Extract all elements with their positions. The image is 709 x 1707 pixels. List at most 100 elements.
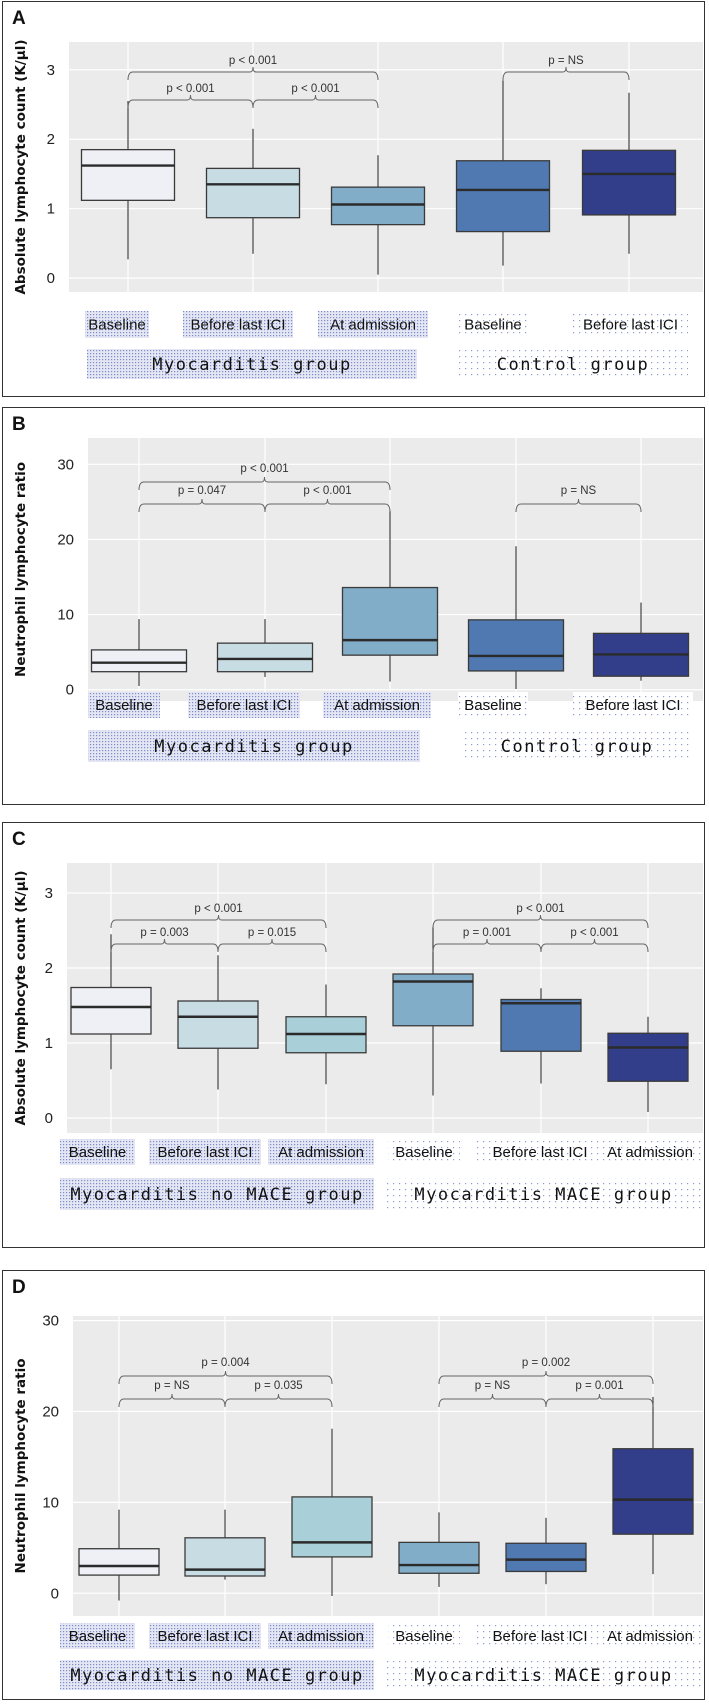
significance-bracket — [138, 498, 266, 513]
box-iqr — [291, 1496, 373, 1558]
significance-bracket — [110, 914, 327, 929]
box-iqr — [90, 649, 188, 673]
boxplot-c: 0 1 2 3 Absolute lymphocyte count (K/µl) p < … — [13, 863, 703, 1210]
significance-bracket — [540, 938, 649, 953]
p-value-label: p < 0.001 — [303, 485, 351, 497]
y-axis-label: Absolute lymphocyte count (K/µl) — [13, 870, 29, 1125]
p-value-label: p < 0.001 — [194, 903, 242, 915]
category-label: Baseline — [464, 697, 522, 714]
category-label-background — [573, 311, 688, 338]
y-axis-label: Absolute lymphocyte count (K/µl) — [13, 39, 29, 294]
significance-bracket — [438, 1370, 654, 1385]
category-label: Baseline — [88, 317, 146, 334]
y-tick-label: 2 — [45, 960, 53, 977]
category-label: At admission — [278, 1628, 364, 1645]
y-tick-label: 30 — [57, 456, 74, 473]
group-label: Control group — [497, 355, 650, 375]
panel-letter: B — [12, 414, 26, 435]
group-label-background — [458, 349, 688, 379]
y-axis-label: Neutrophil lymphocyte ratio — [13, 462, 29, 677]
group-label: Myocarditis MACE group — [414, 1185, 672, 1205]
y-tick-label: 2 — [47, 131, 55, 148]
panel-d: D 0 10 20 30 Neutrophil lymphocyte ratio p = … — [2, 1270, 705, 1700]
y-tick-label: 3 — [47, 62, 55, 79]
y-tick-label: 10 — [57, 607, 74, 624]
category-label-background — [476, 1623, 604, 1649]
category-label-background — [188, 692, 300, 718]
y-tick-label: 0 — [47, 270, 55, 287]
significance-bracket — [515, 498, 642, 513]
box-iqr — [216, 642, 314, 673]
significance-bracket — [432, 938, 542, 953]
category-label: Before last ICI — [492, 1144, 587, 1161]
y-tick-label: 0 — [66, 682, 74, 699]
group-label: Myocarditis no MACE group — [70, 1185, 363, 1205]
p-value-label: p = 0.001 — [575, 1380, 623, 1392]
group-label: Myocarditis no MACE group — [70, 1666, 363, 1686]
y-tick-label: 0 — [51, 1585, 59, 1602]
group-label-background — [386, 1178, 701, 1210]
p-value-label: p = 0.001 — [463, 927, 511, 939]
p-value-label: p < 0.001 — [516, 903, 564, 915]
category-label-background — [268, 1623, 374, 1649]
category-label-background — [60, 1139, 135, 1165]
y-tick-label: 3 — [45, 885, 53, 902]
category-label: Before last ICI — [190, 317, 285, 334]
y-axis-label: Neutrophil lymphocyte ratio — [13, 1359, 29, 1574]
category-label: Baseline — [395, 1144, 453, 1161]
group-label-background — [87, 349, 417, 379]
significance-bracket — [118, 1370, 333, 1385]
p-value-label: p < 0.001 — [570, 927, 618, 939]
p-value-label: p = 0.003 — [140, 927, 188, 939]
panel-c: C 0 1 2 3 Absolute lymphocyte count (K/µl) p … — [2, 822, 705, 1248]
p-value-label: p = NS — [154, 1380, 190, 1392]
group-label-background — [88, 730, 420, 762]
category-label-background — [388, 1139, 460, 1165]
category-label: Before last ICI — [157, 1144, 252, 1161]
category-label-background — [597, 1139, 703, 1165]
box-iqr — [500, 998, 582, 1052]
y-tick-label: 20 — [42, 1403, 59, 1420]
group-label-background — [461, 730, 693, 762]
category-label: Before last ICI — [585, 697, 680, 714]
box-iqr — [505, 1542, 587, 1573]
significance-bracket — [138, 476, 391, 491]
significance-bracket — [545, 1393, 654, 1408]
category-label-background — [457, 311, 529, 338]
category-label: At admission — [278, 1144, 364, 1161]
p-value-label: p < 0.001 — [229, 55, 277, 67]
y-tick-label: 0 — [45, 1110, 53, 1127]
significance-bracket — [217, 938, 327, 953]
y-tick-label: 10 — [42, 1494, 59, 1511]
box-iqr — [607, 1032, 689, 1082]
group-label: Control group — [501, 737, 654, 757]
box-iqr — [330, 186, 426, 226]
y-tick-label: 1 — [45, 1035, 53, 1052]
plot-background — [73, 1316, 703, 1616]
category-label-background — [88, 692, 160, 718]
category-label-background — [458, 692, 528, 718]
y-tick-label: 1 — [47, 201, 55, 218]
category-label: At admission — [607, 1628, 693, 1645]
p-value-label: p < 0.001 — [166, 83, 214, 95]
box-iqr — [341, 586, 439, 656]
category-label: At admission — [607, 1144, 693, 1161]
p-value-label: p = 0.035 — [254, 1380, 302, 1392]
panel-letter: C — [12, 829, 26, 850]
p-value-label: p = NS — [548, 55, 584, 67]
boxplot-a: 0 1 2 3 Absolute lymphocyte count (K/µl) p < … — [13, 39, 703, 379]
box-iqr — [581, 149, 677, 216]
significance-bracket — [438, 1393, 547, 1408]
group-label: Myocarditis group — [152, 355, 352, 375]
significance-bracket — [118, 1393, 226, 1408]
category-label: Before last ICI — [583, 317, 678, 334]
category-label-background — [268, 1139, 374, 1165]
box-iqr — [612, 1448, 694, 1535]
category-label-background — [85, 311, 149, 338]
panel-letter: A — [12, 8, 26, 29]
p-value-label: p = 0.047 — [178, 485, 226, 497]
category-label: Baseline — [69, 1628, 127, 1645]
category-label-background — [60, 1623, 135, 1649]
significance-bracket — [127, 66, 379, 81]
significance-bracket — [224, 1393, 333, 1408]
